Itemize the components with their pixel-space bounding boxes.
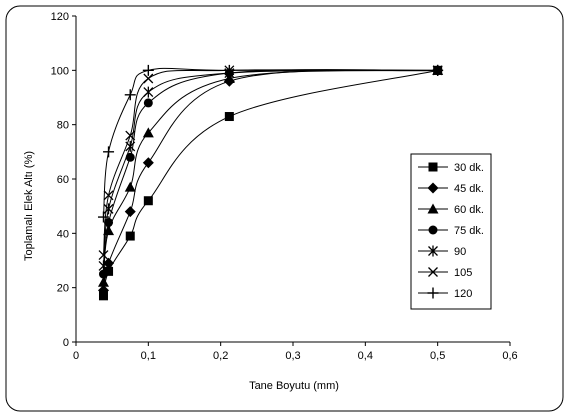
x-tick-label: 0,4 [358,350,373,362]
y-tick-label: 60 [57,174,69,186]
y-tick-label: 40 [57,228,69,240]
data-point [98,269,108,279]
data-point [143,73,154,84]
data-point [125,130,136,141]
legend-marker [428,245,438,257]
data-point [124,181,136,192]
data-point [104,266,114,276]
legend-item: 120 [418,287,472,300]
x-tick-label: 0,6 [502,350,517,362]
data-point [143,98,153,108]
legend-item: 90 [418,245,466,258]
x-axis-label: Tane Boyutu (mm) [249,380,339,392]
y-tick-label: 0 [63,337,69,349]
outer-frame [5,5,564,412]
legend-marker [428,267,438,277]
data-point [142,64,154,76]
legend-marker [427,203,439,214]
data-point [124,89,136,101]
y-tick-label: 20 [57,283,69,295]
x-tick-label: 0 [73,350,79,362]
data-point [103,146,115,158]
y-tick-label: 80 [57,120,69,132]
data-point [97,211,109,223]
legend-label: 120 [454,288,472,300]
y-tick-label: 100 [51,65,69,77]
data-point [98,250,109,261]
legend-label: 75 dk. [454,225,484,237]
legend-label: 105 [454,267,472,279]
data-point [97,276,109,287]
x-tick-label: 0,2 [213,350,228,362]
legend-label: 60 dk. [454,204,484,216]
y-axis-label-group: Toplamalı Elek Altı (%) [23,151,35,261]
data-point [103,190,114,201]
data-point [142,127,154,138]
legend-item: 45 dk. [418,182,484,195]
legend-label: 90 [454,246,466,258]
legend-label: 30 dk. [454,162,484,174]
data-point [124,206,136,218]
legend-item: 60 dk. [418,203,484,216]
series-7 [97,64,444,223]
data-point [125,231,135,241]
legend-item: 105 [418,267,472,279]
legend-marker [428,225,438,235]
x-tick-label: 0,5 [430,350,445,362]
data-point [142,157,154,169]
data-point [98,260,109,272]
data-point [143,86,154,98]
x-tick-label: 0,3 [285,350,300,362]
legend-item: 30 dk. [418,162,484,174]
data-point [223,64,235,76]
data-point [143,196,153,206]
x-tick-label: 0,1 [141,350,156,362]
series-layer [97,64,444,301]
y-tick-label: 120 [51,11,69,23]
legend-box [410,153,492,310]
data-point [103,257,115,269]
data-point [97,284,109,296]
y-axis-label: Toplamalı Elek Altı (%) [23,151,35,261]
legend-marker [428,162,438,172]
data-point [125,152,135,162]
axes: 0 20 40 60 80 100 120 0 0,1 0,2 0,3 0,4 0,5 0,6 [51,11,518,362]
data-point [103,225,115,236]
legend: 30 dk. 45 dk. 60 dk. 75 dk. 90 105 120 [410,153,492,310]
legend-label: 45 dk. [454,183,484,195]
data-point [432,64,444,76]
legend-marker [427,182,439,194]
legend-item: 75 dk. [418,225,484,237]
data-point [224,112,234,122]
legend-marker [427,287,439,299]
